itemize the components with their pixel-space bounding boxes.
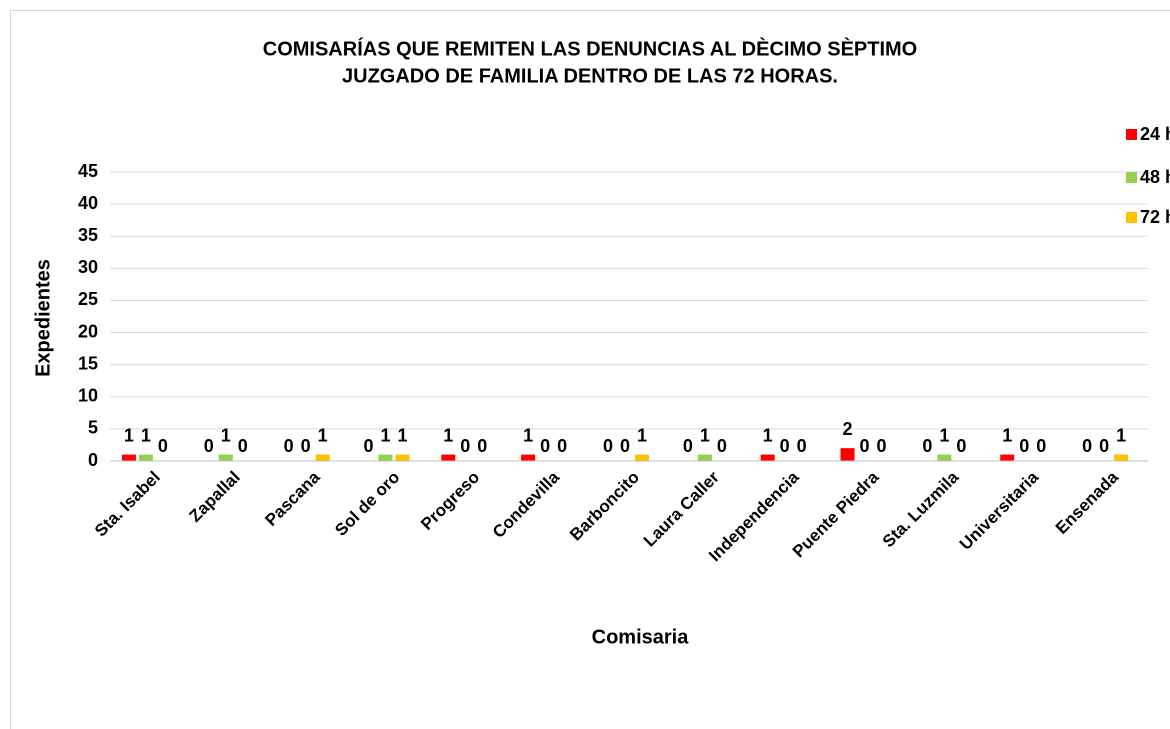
y-tick-label: 30 <box>78 257 98 277</box>
data-label: 0 <box>301 436 311 456</box>
data-label: 0 <box>1082 436 1092 456</box>
data-label: 0 <box>956 436 966 456</box>
data-label: 0 <box>477 436 487 456</box>
data-label: 0 <box>1099 436 1109 456</box>
data-label: 0 <box>797 436 807 456</box>
data-label: 0 <box>363 436 373 456</box>
data-label: 0 <box>877 436 887 456</box>
data-label: 1 <box>523 425 533 445</box>
bar <box>138 454 153 461</box>
bar <box>840 448 855 461</box>
y-tick-label: 35 <box>78 225 98 245</box>
data-label: 0 <box>204 436 214 456</box>
bar <box>218 454 233 461</box>
y-axis-label: Expedientes <box>32 259 54 377</box>
bar <box>395 454 410 461</box>
chart-title: COMISARÍAS QUE REMITEN LAS DENUNCIAS AL … <box>263 37 917 60</box>
data-label: 0 <box>284 436 294 456</box>
legend-swatch <box>1126 212 1137 223</box>
data-label: 1 <box>637 425 647 445</box>
y-tick-label: 40 <box>78 193 98 213</box>
data-label: 0 <box>620 436 630 456</box>
data-label: 0 <box>460 436 470 456</box>
legend-label: 24 horas <box>1140 124 1170 144</box>
bar <box>760 454 775 461</box>
y-tick-label: 0 <box>88 450 98 470</box>
y-tick-label: 20 <box>78 321 98 341</box>
data-label: 0 <box>1036 436 1046 456</box>
data-label: 0 <box>158 436 168 456</box>
data-label: 1 <box>141 425 151 445</box>
data-label: 0 <box>1019 436 1029 456</box>
y-tick-label: 10 <box>78 386 98 406</box>
y-tick-label: 45 <box>78 161 98 181</box>
data-label: 1 <box>939 425 949 445</box>
bar <box>121 454 136 461</box>
data-label: 0 <box>557 436 567 456</box>
data-label: 0 <box>780 436 790 456</box>
data-label: 1 <box>1116 425 1126 445</box>
legend-swatch <box>1126 129 1137 140</box>
data-label: 2 <box>843 419 853 439</box>
bar <box>1000 454 1015 461</box>
bar <box>378 454 393 461</box>
legend-swatch <box>1126 172 1137 183</box>
data-label: 1 <box>124 425 134 445</box>
data-label: 1 <box>443 425 453 445</box>
bar <box>1114 454 1129 461</box>
data-label: 1 <box>318 425 328 445</box>
bar <box>635 454 649 461</box>
y-tick-label: 15 <box>78 353 98 373</box>
data-label: 1 <box>1002 425 1012 445</box>
data-label: 0 <box>717 436 727 456</box>
data-label: 0 <box>860 436 870 456</box>
x-axis-label: Comisaria <box>592 626 690 648</box>
bar <box>521 454 536 461</box>
bar <box>937 454 952 461</box>
data-label: 0 <box>238 436 248 456</box>
bar <box>697 454 712 461</box>
legend-label: 48 horas <box>1140 167 1170 187</box>
legend-label: 72 horas <box>1140 207 1170 227</box>
data-label: 0 <box>683 436 693 456</box>
data-label: 0 <box>603 436 613 456</box>
chart-title: JUZGADO DE FAMILIA DENTRO DE LAS 72 HORA… <box>342 65 838 87</box>
data-label: 1 <box>700 425 710 445</box>
data-label: 1 <box>397 425 407 445</box>
y-tick-label: 25 <box>78 289 98 309</box>
bar <box>441 454 456 461</box>
chart-frame <box>10 10 1170 729</box>
data-label: 0 <box>922 436 932 456</box>
data-label: 1 <box>380 425 390 445</box>
bar <box>315 454 330 461</box>
data-label: 0 <box>540 436 550 456</box>
data-label: 1 <box>763 425 773 445</box>
data-label: 1 <box>221 425 231 445</box>
y-tick-label: 5 <box>88 418 98 438</box>
